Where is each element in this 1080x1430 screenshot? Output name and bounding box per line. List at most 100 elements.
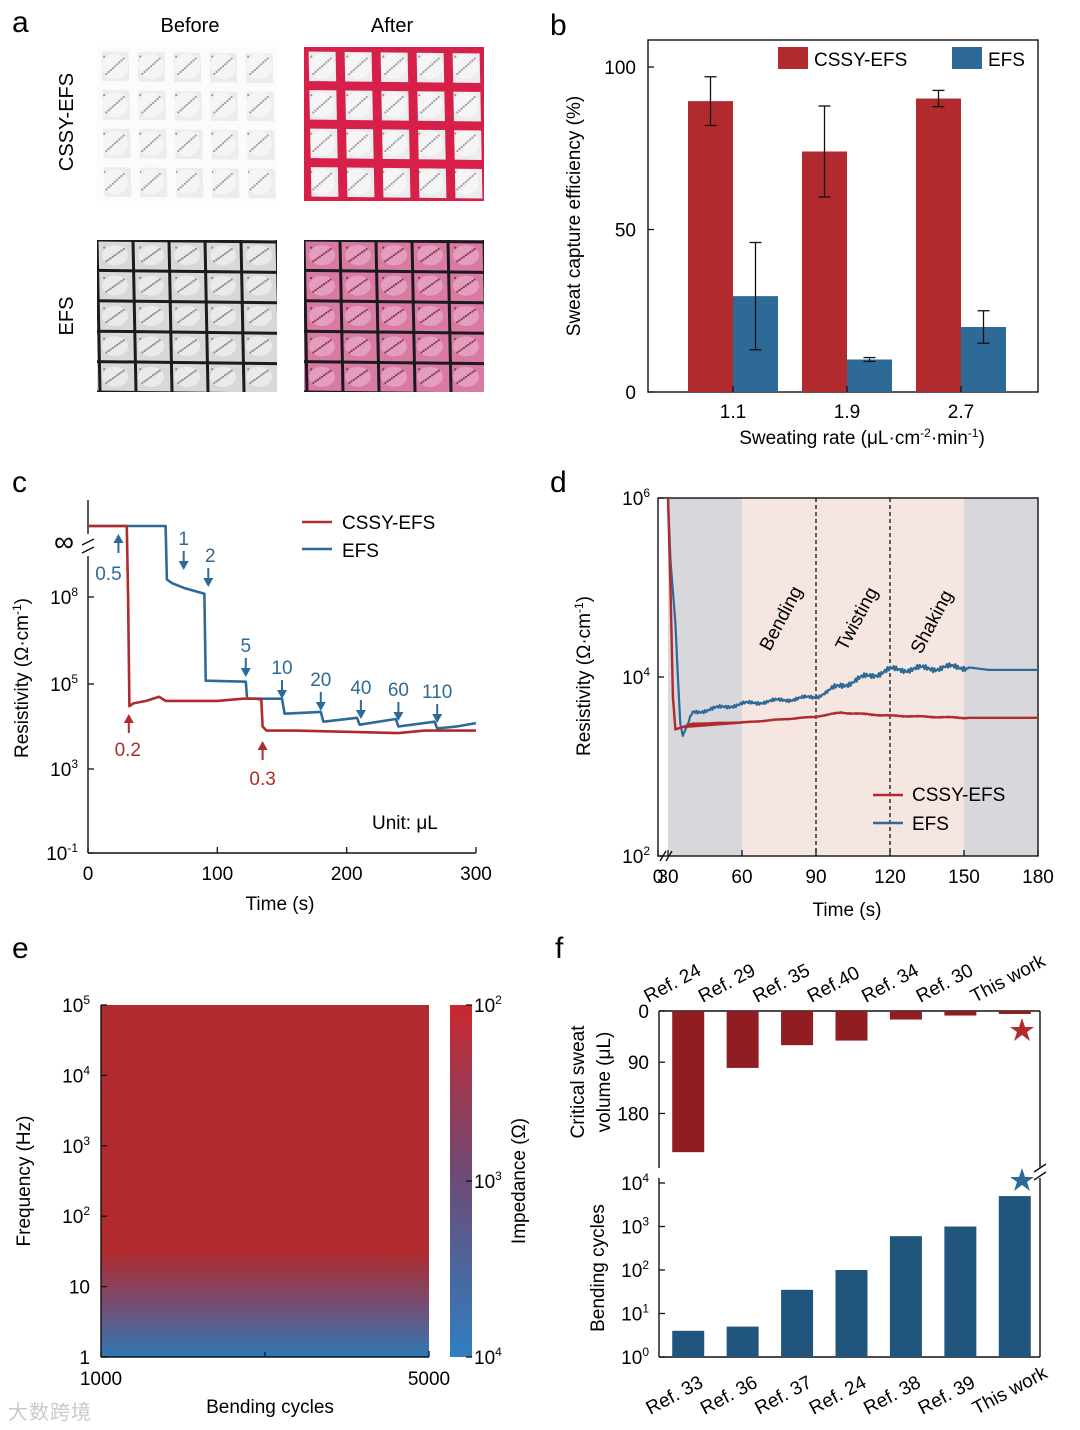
knit-dot	[264, 340, 267, 343]
knit-dot	[329, 308, 332, 312]
knit-dot	[399, 310, 402, 313]
knit-dot	[105, 320, 108, 324]
yarn-horizontal	[96, 238, 278, 244]
knit-dot	[228, 97, 231, 101]
knit-dot	[224, 313, 227, 316]
knit-dot	[395, 140, 398, 143]
knit-dot	[382, 94, 385, 97]
knit-dot	[257, 375, 261, 378]
knit-dot	[226, 176, 229, 179]
yarn-vertical	[239, 239, 246, 393]
knit-dot	[437, 369, 440, 372]
knit-dot	[111, 67, 114, 70]
knit-dot	[177, 72, 180, 76]
annotation-arrowhead	[355, 710, 366, 719]
knit-dot	[141, 290, 144, 293]
y-tick-label: 100	[621, 1345, 649, 1369]
knit-dot	[437, 278, 440, 281]
knit-dot	[249, 260, 252, 263]
knit-dot	[107, 147, 110, 151]
knit-dot	[249, 351, 252, 354]
knit-dot	[420, 290, 423, 293]
knit-dot	[467, 343, 470, 346]
x-tick-label: 60	[731, 867, 752, 888]
knit-dot	[462, 346, 465, 350]
yarn-horizontal	[96, 360, 278, 366]
knit-dot	[249, 188, 252, 191]
yarn-horizontal	[303, 360, 485, 366]
knit-dot	[230, 57, 233, 60]
yarn-vertical	[131, 239, 138, 393]
knit-dot	[435, 174, 438, 178]
knit-dot	[310, 307, 313, 310]
knit-dot	[356, 142, 360, 145]
knit-dot	[314, 70, 317, 74]
annotations: 0.5 12 5 10 20 40 60 110 0.2 0.3	[95, 529, 452, 790]
y-tick-label-base: 1	[79, 1348, 90, 1369]
bar-bending-cycles	[998, 1196, 1031, 1357]
knit-dot	[107, 186, 110, 189]
knit-dot	[185, 254, 189, 257]
knit-dot	[320, 180, 324, 183]
knit-dot	[325, 99, 328, 102]
knit-dot	[352, 107, 355, 110]
knit-dot	[122, 339, 125, 342]
knit-dot	[226, 61, 229, 64]
knit-dot	[325, 281, 328, 284]
y-axis-label: Frequency (Hz)	[14, 1116, 35, 1247]
knit-dot	[435, 279, 438, 283]
knit-dot	[215, 109, 218, 112]
knit-dot	[418, 307, 421, 310]
knit-dot	[253, 257, 256, 260]
region-band-gray	[668, 498, 742, 856]
knit-dot	[323, 63, 326, 66]
knit-dot	[363, 310, 366, 313]
knit-dot	[247, 307, 250, 310]
knit-dot	[175, 307, 178, 310]
knit-dot	[467, 252, 470, 255]
knit-dot	[348, 111, 351, 114]
knit-dot	[420, 149, 423, 153]
knit-dot	[314, 258, 317, 261]
knit-dot	[361, 281, 364, 284]
knit-dot	[467, 374, 470, 377]
knit-dot	[247, 368, 250, 371]
knit-dot	[399, 249, 402, 252]
unit-note: Unit: μL	[372, 813, 438, 834]
knit-dot	[226, 251, 229, 254]
knit-dot	[120, 59, 123, 62]
knit-dot	[154, 311, 157, 315]
bottom-category-label: This work	[969, 1362, 1051, 1419]
knit-dot	[346, 132, 349, 135]
knit-dot	[424, 146, 427, 149]
bottom-y-axis-label: Bending cycles	[588, 1204, 609, 1332]
knit-dot	[310, 337, 313, 340]
knit-dot	[386, 109, 389, 112]
yarn-horizontal	[303, 158, 485, 169]
knit-dot	[397, 99, 400, 102]
knit-dot	[185, 142, 189, 145]
knit-dot	[105, 111, 108, 114]
yarn-horizontal	[96, 329, 278, 335]
knit-dot	[228, 310, 231, 313]
knit-dot	[181, 107, 184, 110]
knit-dot	[460, 69, 463, 72]
knit-dot	[111, 255, 114, 258]
knit-dot	[346, 337, 349, 340]
knit-dot	[348, 260, 351, 263]
legend-swatch-efs	[952, 47, 982, 69]
knit-dot	[122, 278, 125, 281]
annotation-arrowhead	[393, 712, 404, 721]
knit-dot	[460, 146, 463, 149]
bar-critical-volume	[835, 1011, 868, 1041]
knit-dot	[103, 276, 106, 280]
knit-dot	[247, 94, 250, 97]
knit-dot	[437, 339, 440, 342]
knit-dot	[188, 101, 191, 104]
knit-dot	[320, 314, 324, 318]
knit-dot	[221, 180, 225, 183]
knit-dot	[437, 57, 440, 60]
knit-dot	[388, 348, 391, 351]
knit-dot	[426, 105, 429, 108]
knit-dot	[356, 180, 360, 183]
